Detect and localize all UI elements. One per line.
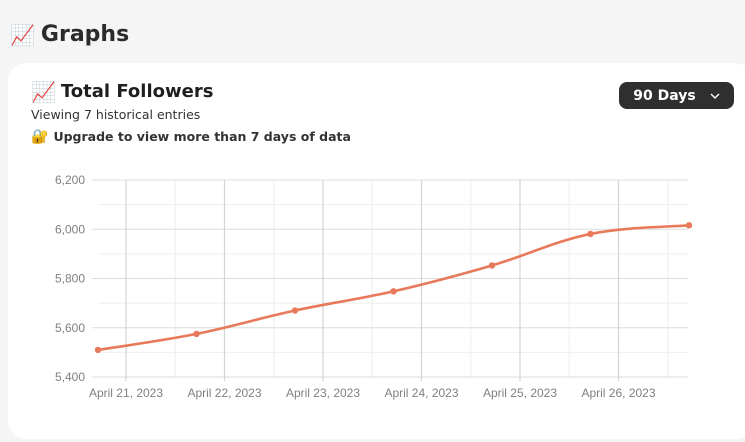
y-tick-label: 6,200 bbox=[55, 173, 85, 187]
data-point bbox=[685, 222, 693, 229]
followers-card: 📈 Total Followers Viewing 7 historical e… bbox=[8, 63, 745, 439]
chevron-down-icon bbox=[710, 93, 720, 99]
x-axis: April 21, 2023 April 22, 2023 April 23, 20… bbox=[89, 386, 656, 400]
data-point bbox=[291, 307, 299, 314]
range-dropdown-value: 90 Days bbox=[633, 87, 696, 104]
x-tick-label: April 24, 2023 bbox=[384, 386, 458, 400]
card-title: 📈 Total Followers bbox=[31, 81, 213, 102]
section-title: Graphs bbox=[40, 22, 130, 47]
x-tick-label: April 21, 2023 bbox=[89, 386, 163, 400]
y-axis: 5,400 5,600 5,800 6,000 6,200 bbox=[55, 173, 85, 384]
chart-increasing-icon: 📈 bbox=[31, 79, 56, 104]
y-tick-label: 5,600 bbox=[55, 321, 85, 335]
x-tick-label: April 22, 2023 bbox=[187, 386, 261, 400]
range-dropdown[interactable]: 90 Days bbox=[619, 82, 734, 109]
grid-major bbox=[92, 179, 688, 381]
upgrade-text: Upgrade to view more than 7 days of data bbox=[53, 129, 351, 144]
upgrade-notice: 🔐 Upgrade to view more than 7 days of da… bbox=[31, 129, 351, 144]
data-point bbox=[587, 230, 594, 238]
x-tick-label: April 26, 2023 bbox=[581, 386, 655, 400]
x-tick-label: April 25, 2023 bbox=[483, 386, 557, 400]
entries-subtitle: Viewing 7 historical entries bbox=[31, 107, 201, 122]
series-line bbox=[96, 224, 691, 352]
y-tick-label: 5,800 bbox=[55, 272, 85, 286]
x-tick-label: April 23, 2023 bbox=[286, 386, 360, 400]
data-point bbox=[193, 330, 200, 338]
section-header: 📈 Graphs bbox=[10, 22, 129, 47]
data-point bbox=[390, 288, 397, 295]
data-point bbox=[94, 346, 102, 354]
lock-icon: 🔐 bbox=[31, 128, 49, 145]
series-layer bbox=[94, 222, 693, 354]
chart-increasing-icon: 📈 bbox=[10, 22, 35, 47]
data-point bbox=[488, 262, 496, 269]
y-tick-label: 5,400 bbox=[55, 370, 85, 384]
card-title-text: Total Followers bbox=[60, 81, 214, 102]
y-tick-label: 6,000 bbox=[55, 222, 85, 236]
